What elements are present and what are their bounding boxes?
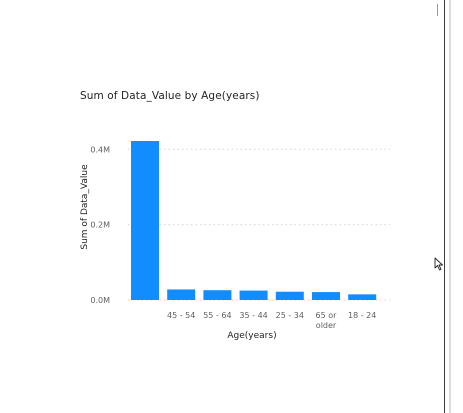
x-tick-label: 55 - 64 xyxy=(203,311,231,320)
x-tick-label: 65 or xyxy=(316,311,338,320)
bar[interactable] xyxy=(203,290,232,300)
bar[interactable] xyxy=(131,141,159,300)
x-tick-label: 35 - 44 xyxy=(239,311,267,320)
pane-scrollbar[interactable] xyxy=(449,0,451,413)
resize-cursor-icon xyxy=(434,257,443,271)
x-tick-label: 45 - 54 xyxy=(167,311,195,320)
bar[interactable] xyxy=(167,289,196,300)
y-tick-label: 0.2M xyxy=(90,221,110,230)
bar[interactable] xyxy=(312,292,340,300)
bar[interactable] xyxy=(348,294,377,300)
y-tick-label: 0.0M xyxy=(90,296,110,305)
x-axis-label: Age(years) xyxy=(227,331,276,341)
bar[interactable] xyxy=(239,290,268,300)
x-tick-label: 18 - 24 xyxy=(348,311,376,320)
divider xyxy=(437,4,438,16)
bar[interactable] xyxy=(275,291,304,300)
x-tick-label: older xyxy=(316,321,337,330)
x-tick-label: 25 - 34 xyxy=(276,311,304,320)
pane-border xyxy=(444,0,445,413)
y-tick-label: 0.4M xyxy=(90,145,110,154)
y-axis-label: Sum of Data_Value xyxy=(80,164,90,250)
chart-title: Sum of Data_Value by Age(years) xyxy=(80,90,260,102)
